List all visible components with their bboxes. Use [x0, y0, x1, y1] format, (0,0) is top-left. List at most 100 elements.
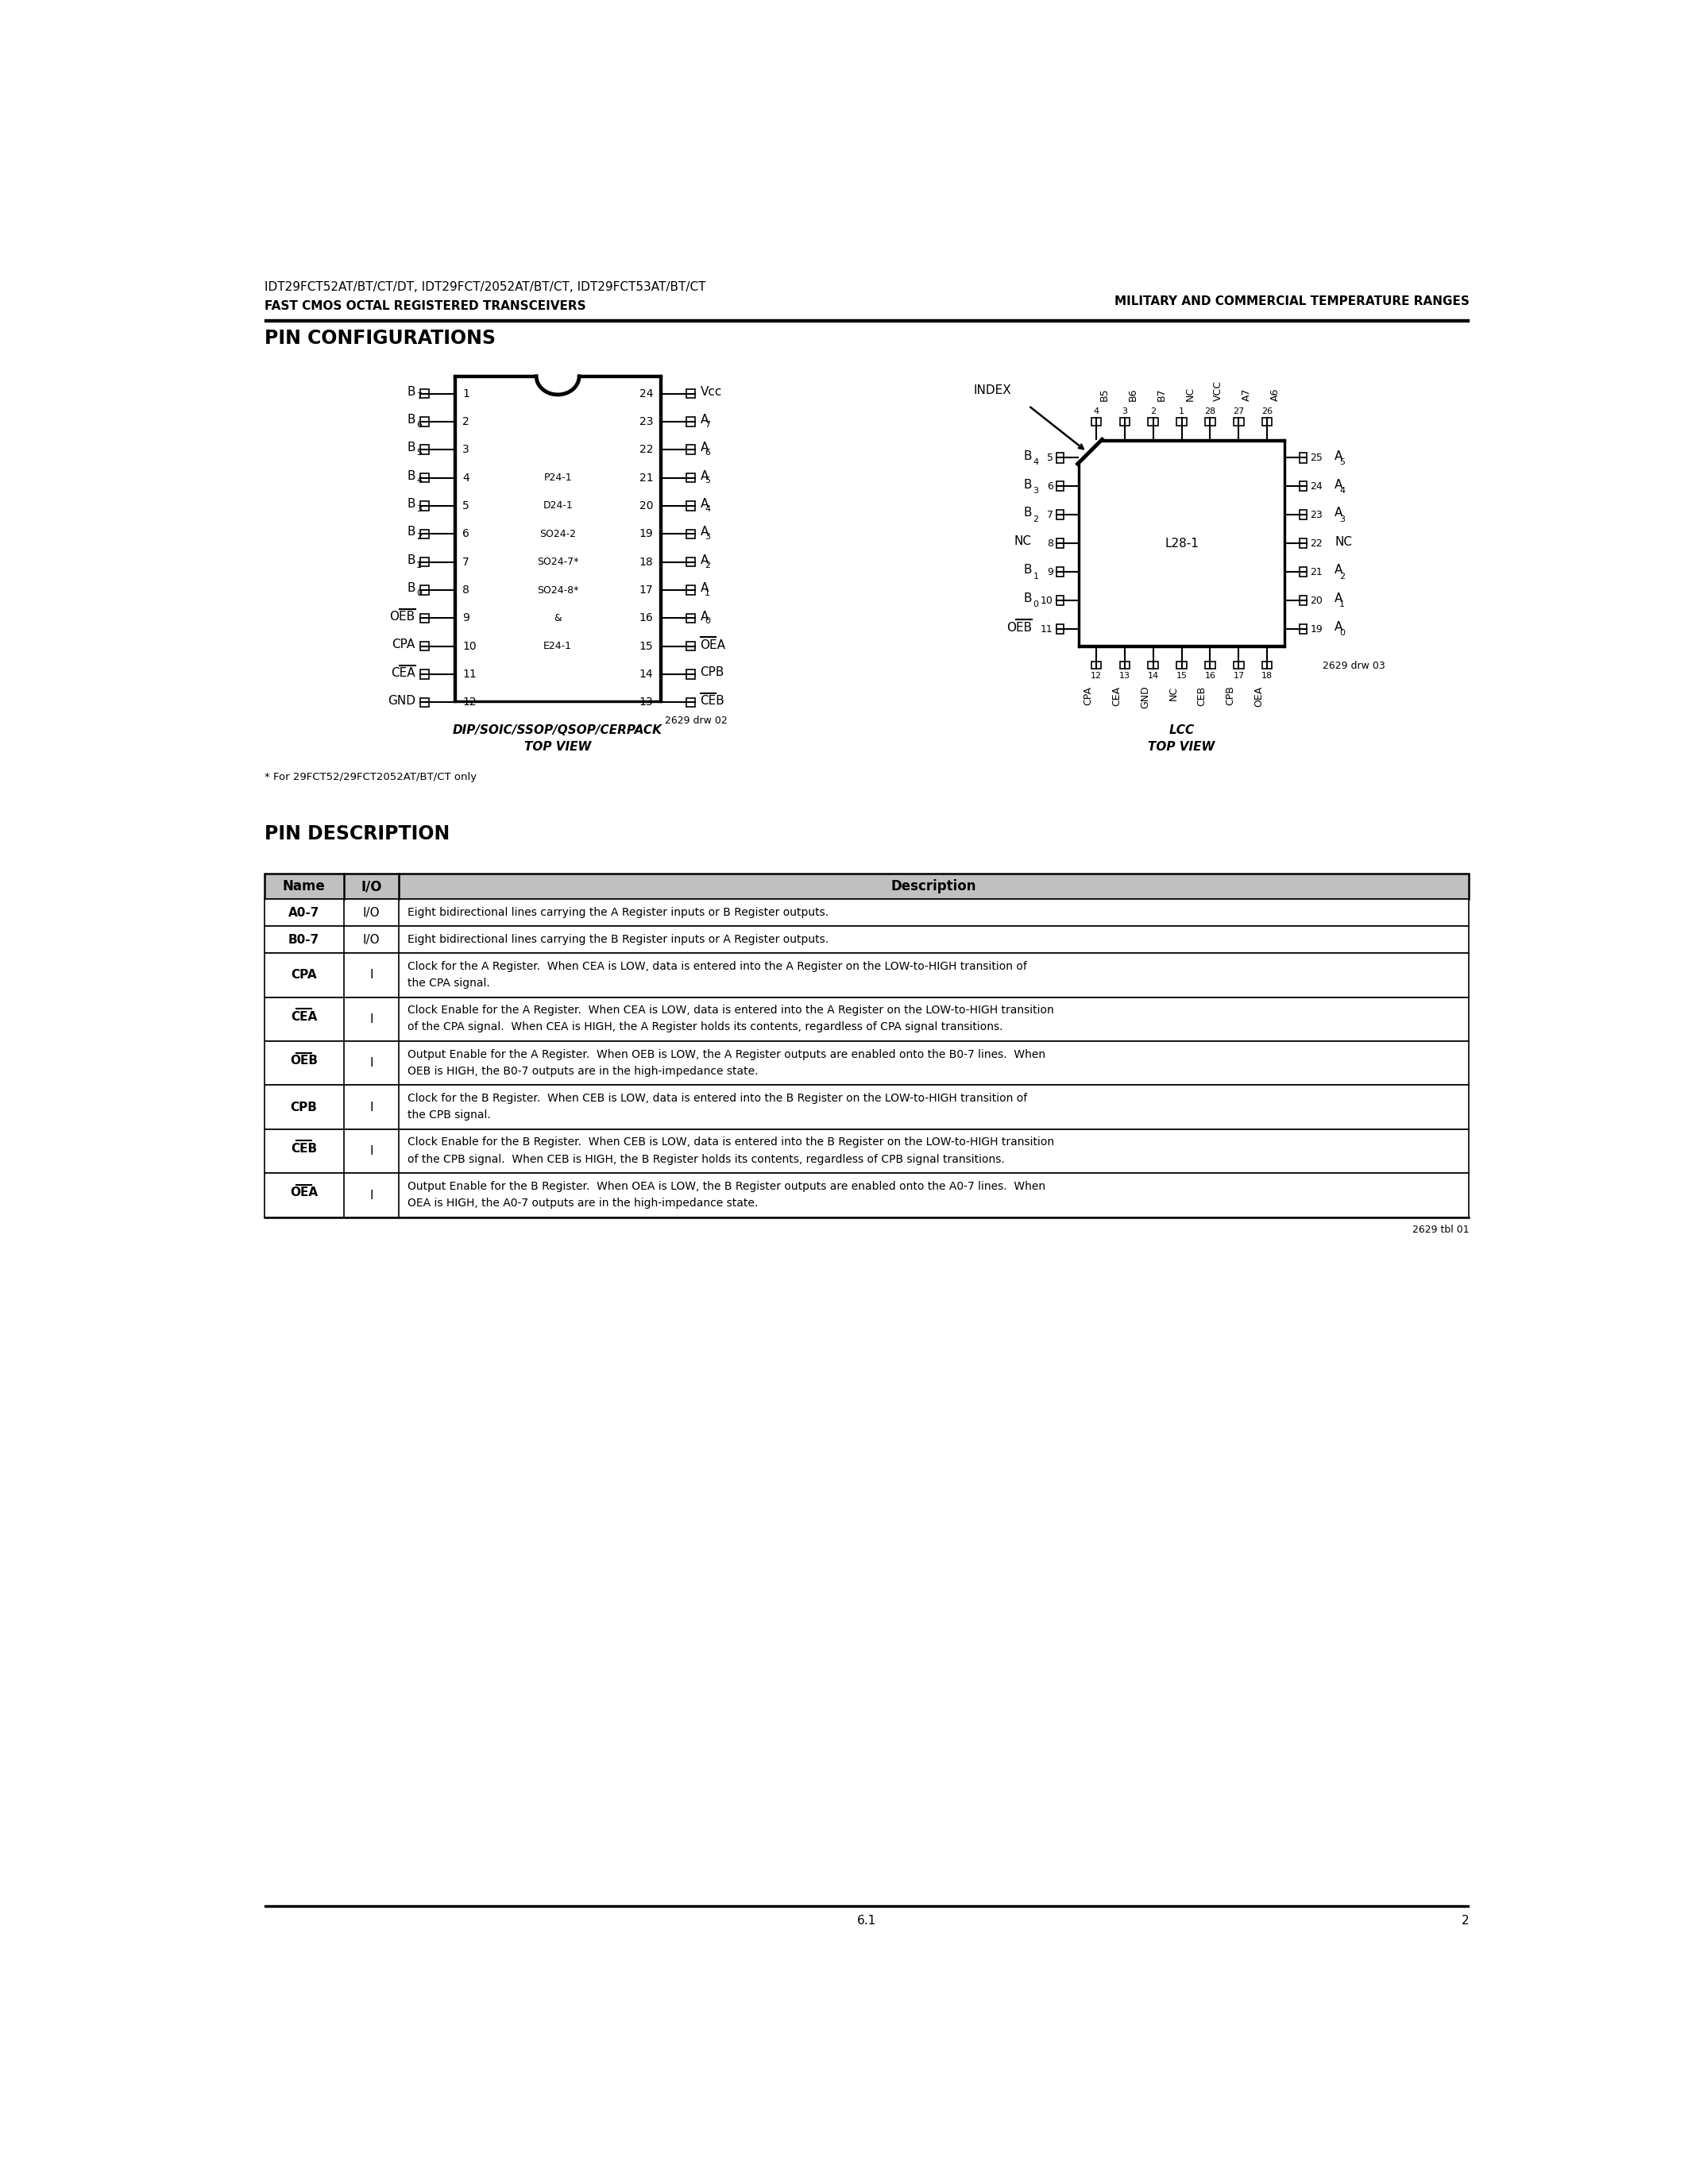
Bar — [420, 389, 429, 397]
Text: 3: 3 — [706, 533, 711, 542]
Text: the CPA signal.: the CPA signal. — [407, 978, 490, 989]
Bar — [1148, 662, 1158, 668]
Bar — [1263, 417, 1273, 426]
Text: 6: 6 — [417, 422, 422, 428]
Text: Output Enable for the B Register.  When OEA is LOW, the B Register outputs are e: Output Enable for the B Register. When O… — [407, 1182, 1045, 1192]
Text: A6: A6 — [1271, 389, 1281, 402]
Text: I: I — [370, 1101, 373, 1114]
Text: B: B — [407, 555, 415, 566]
Text: A: A — [701, 555, 709, 566]
Bar — [1234, 417, 1244, 426]
Bar — [687, 557, 695, 566]
Text: Eight bidirectional lines carrying the B Register inputs or A Register outputs.: Eight bidirectional lines carrying the B… — [407, 935, 829, 946]
Text: CEB: CEB — [1197, 686, 1207, 705]
Text: 19: 19 — [1310, 625, 1323, 633]
Bar — [1057, 596, 1063, 605]
Bar — [1300, 625, 1307, 633]
Bar — [660, 376, 662, 703]
Bar — [1234, 662, 1244, 668]
Text: 9: 9 — [1047, 568, 1053, 577]
Bar — [687, 614, 695, 622]
Text: OEB is HIGH, the B0-7 outputs are in the high-impedance state.: OEB is HIGH, the B0-7 outputs are in the… — [407, 1066, 758, 1077]
Text: 2: 2 — [1340, 572, 1345, 581]
Text: 0: 0 — [417, 590, 422, 596]
Text: Description: Description — [891, 880, 977, 893]
Text: L28-1: L28-1 — [1165, 537, 1198, 550]
Text: 8: 8 — [1047, 537, 1053, 548]
Text: 7: 7 — [463, 557, 469, 568]
Text: OEB: OEB — [1006, 622, 1031, 633]
Bar — [420, 642, 429, 651]
Text: B: B — [1023, 478, 1031, 491]
Text: 0: 0 — [1033, 601, 1038, 609]
Text: 13: 13 — [1119, 673, 1129, 679]
Text: Eight bidirectional lines carrying the A Register inputs or B Register outputs.: Eight bidirectional lines carrying the A… — [407, 906, 829, 917]
Text: 2629 drw 03: 2629 drw 03 — [1322, 662, 1384, 670]
Text: 3: 3 — [463, 443, 469, 454]
Bar — [1057, 568, 1063, 577]
Text: FAST CMOS OCTAL REGISTERED TRANSCEIVERS: FAST CMOS OCTAL REGISTERED TRANSCEIVERS — [263, 301, 586, 312]
Text: 3: 3 — [417, 505, 422, 513]
Bar — [687, 446, 695, 454]
Bar — [1205, 662, 1215, 668]
Text: 2: 2 — [706, 561, 711, 570]
Text: 18: 18 — [640, 557, 653, 568]
Text: 3: 3 — [1123, 406, 1128, 415]
Text: 14: 14 — [1148, 673, 1158, 679]
Text: CPA: CPA — [392, 638, 415, 651]
Text: 2: 2 — [463, 417, 469, 428]
Text: 12: 12 — [463, 697, 476, 708]
Bar — [687, 642, 695, 651]
Text: Clock Enable for the B Register.  When CEB is LOW, data is entered into the B Re: Clock Enable for the B Register. When CE… — [407, 1138, 1053, 1149]
Bar — [1300, 509, 1307, 520]
Bar — [1300, 480, 1307, 491]
Bar — [263, 900, 1469, 926]
Text: CEB: CEB — [290, 1142, 317, 1155]
Text: OEA: OEA — [290, 1186, 317, 1199]
Text: of the CPA signal.  When CEA is HIGH, the A Register holds its contents, regardl: of the CPA signal. When CEA is HIGH, the… — [407, 1022, 1003, 1033]
Text: Name: Name — [282, 880, 326, 893]
Text: INDEX: INDEX — [974, 384, 1011, 397]
Text: 22: 22 — [640, 443, 653, 454]
Text: Clock for the B Register.  When CEB is LOW, data is entered into the B Register : Clock for the B Register. When CEB is LO… — [407, 1092, 1026, 1103]
Text: NC: NC — [1014, 535, 1031, 548]
Bar — [1057, 509, 1063, 520]
Text: 7: 7 — [706, 422, 711, 428]
Bar — [263, 319, 1469, 321]
Text: I: I — [370, 970, 373, 981]
Text: B: B — [407, 498, 415, 511]
Text: OEB: OEB — [290, 1055, 317, 1066]
Text: 6.1: 6.1 — [858, 1915, 876, 1926]
Text: 13: 13 — [640, 697, 653, 708]
Bar — [687, 502, 695, 511]
Text: 11: 11 — [463, 668, 476, 679]
Text: PIN CONFIGURATIONS: PIN CONFIGURATIONS — [263, 328, 495, 347]
Bar — [687, 474, 695, 483]
Text: 3: 3 — [1033, 487, 1038, 494]
Text: &: & — [554, 614, 562, 622]
Text: B0-7: B0-7 — [289, 935, 319, 946]
Text: 7: 7 — [417, 393, 422, 400]
Bar — [420, 474, 429, 483]
Text: A: A — [701, 441, 709, 454]
Text: P24-1: P24-1 — [544, 472, 572, 483]
Text: 6: 6 — [463, 529, 469, 539]
Bar — [263, 874, 1469, 900]
Text: B5: B5 — [1099, 389, 1109, 402]
Text: 1: 1 — [463, 389, 469, 400]
Text: NC: NC — [1168, 686, 1178, 701]
Text: 0: 0 — [706, 618, 711, 625]
Bar — [1090, 417, 1101, 426]
Text: 5: 5 — [1340, 459, 1345, 465]
Text: 28: 28 — [1205, 406, 1215, 415]
Text: NC: NC — [1185, 387, 1195, 402]
Text: SO24-7*: SO24-7* — [537, 557, 579, 568]
Text: A: A — [701, 413, 709, 426]
Text: I: I — [370, 1013, 373, 1024]
Text: I: I — [370, 1190, 373, 1201]
Bar — [1300, 539, 1307, 548]
Bar — [263, 998, 1469, 1042]
Text: 4: 4 — [706, 505, 711, 513]
Text: 1: 1 — [1340, 601, 1345, 609]
Text: SO24-8*: SO24-8* — [537, 585, 579, 596]
